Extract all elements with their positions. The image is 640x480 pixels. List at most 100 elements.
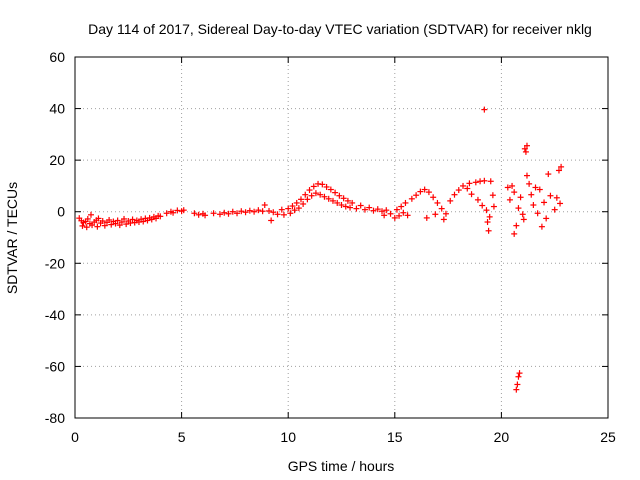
chart-title: Day 114 of 2017, Sidereal Day-to-day VTE… — [88, 21, 592, 37]
data-point — [202, 212, 209, 219]
data-point — [481, 106, 488, 113]
data-point — [545, 171, 552, 178]
data-point — [387, 210, 394, 217]
data-point — [83, 224, 90, 231]
data-point — [481, 177, 488, 184]
y-tick-label: 0 — [57, 204, 65, 220]
y-tick-label: -80 — [45, 410, 65, 426]
data-point — [519, 211, 526, 218]
data-point — [383, 207, 390, 214]
data-point — [327, 186, 334, 193]
data-point — [558, 163, 565, 170]
data-point — [225, 210, 232, 217]
data-point — [460, 182, 467, 189]
data-point — [210, 210, 217, 217]
x-tick-label: 5 — [178, 429, 186, 445]
y-tick-label: -20 — [45, 255, 65, 271]
data-point — [101, 222, 108, 229]
data-point — [515, 205, 522, 212]
data-point — [99, 217, 106, 224]
data-point — [108, 221, 115, 228]
data-point — [336, 192, 343, 199]
data-point — [163, 210, 170, 217]
data-point — [234, 210, 241, 217]
data-point — [195, 211, 202, 218]
data-point — [246, 207, 253, 214]
data-point — [319, 181, 326, 188]
data-point — [280, 211, 287, 218]
data-point — [300, 200, 307, 207]
data-point — [353, 205, 360, 212]
data-point — [118, 219, 125, 226]
tick-labels: 0 5 10 15 20 25 -80 -60 -40 -20 0 20 40 60 — [45, 49, 616, 445]
data-point — [293, 199, 300, 206]
data-point — [308, 192, 315, 199]
data-point — [191, 210, 198, 217]
x-tick-label: 25 — [600, 429, 616, 445]
data-point — [440, 216, 447, 223]
data-point — [121, 215, 128, 222]
data-point — [332, 189, 339, 196]
data-point — [216, 211, 223, 218]
y-tick-label: 40 — [49, 101, 65, 117]
data-point — [421, 186, 428, 193]
data-point — [513, 222, 520, 229]
data-point — [534, 210, 541, 217]
data-point — [157, 213, 164, 220]
data-point — [361, 206, 368, 213]
data-point — [483, 207, 490, 214]
data-point — [180, 207, 187, 214]
data-point — [221, 209, 228, 216]
data-point — [514, 381, 521, 388]
axis-ticks — [74, 56, 609, 419]
data-point — [242, 209, 249, 216]
data-point — [261, 202, 268, 209]
data-point — [129, 216, 136, 223]
data-point — [522, 148, 529, 155]
data-point — [381, 212, 388, 219]
data-point — [297, 196, 304, 203]
data-point — [438, 205, 445, 212]
y-axis-label: SDTVAR / TECUs — [4, 182, 20, 294]
data-point — [551, 206, 558, 213]
data-point — [123, 221, 130, 228]
data-point — [504, 184, 511, 191]
data-point — [447, 197, 454, 204]
grid-lines — [75, 57, 608, 418]
data-point — [555, 167, 562, 174]
data-point — [506, 196, 513, 203]
data-point — [87, 211, 94, 218]
data-point — [347, 204, 354, 211]
data-point — [285, 205, 292, 212]
data-point — [484, 219, 491, 226]
data-point — [304, 196, 311, 203]
data-point — [278, 206, 285, 213]
data-point — [255, 207, 262, 214]
y-tick-label: 60 — [49, 49, 65, 65]
data-point — [112, 220, 119, 227]
data-point — [259, 208, 266, 215]
data-points — [76, 106, 565, 393]
data-point — [370, 207, 377, 214]
data-point — [417, 188, 424, 195]
x-tick-label: 15 — [387, 429, 403, 445]
data-point — [170, 209, 177, 216]
data-point — [334, 199, 341, 206]
data-point — [523, 142, 530, 149]
data-point — [526, 180, 533, 187]
data-point — [430, 194, 437, 201]
data-point — [423, 214, 430, 221]
data-point — [295, 205, 302, 212]
data-point — [474, 196, 481, 203]
data-point — [511, 230, 518, 237]
data-point — [489, 192, 496, 199]
x-axis-label: GPS time / hours — [288, 458, 395, 474]
data-point — [408, 195, 415, 202]
data-point — [287, 210, 294, 217]
data-point — [490, 203, 497, 210]
data-point — [553, 194, 560, 201]
data-point — [515, 373, 522, 380]
data-point — [434, 199, 441, 206]
data-point — [238, 208, 245, 215]
